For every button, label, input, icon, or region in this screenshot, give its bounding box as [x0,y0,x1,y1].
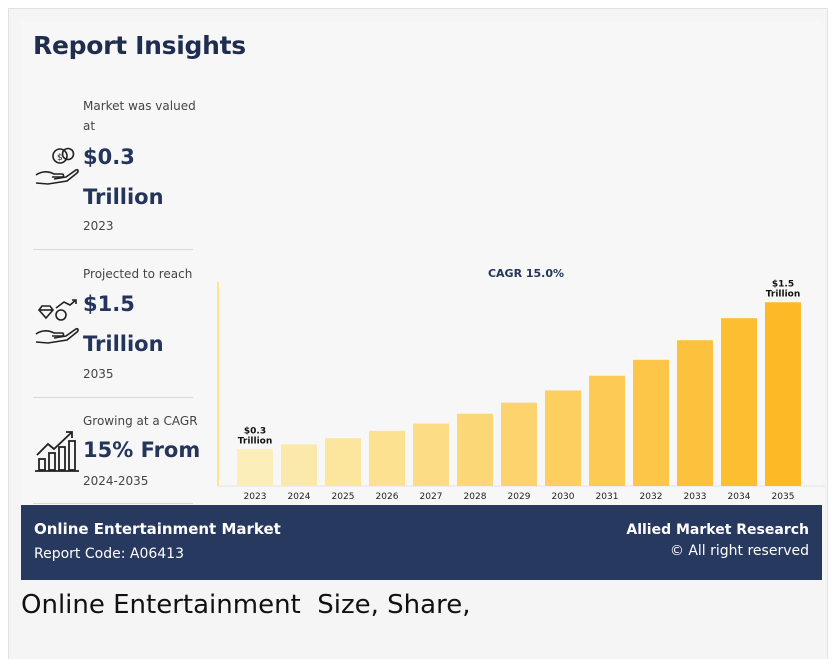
svg-text:$: $ [57,153,63,163]
stat-cagr-period: 2024-2035 [83,474,149,488]
footer-market-name: Online Entertainment Market [34,520,281,538]
insights-card [21,21,822,580]
x-tick-label: 2034 [728,492,751,502]
stat-projected-year: 2035 [83,367,114,381]
stat-cagr-label: Growing at a CAGR [83,414,198,428]
bar-2023 [237,449,273,486]
diamond-growth-hand-icon [35,299,79,344]
x-tick-label: 2029 [508,492,531,502]
footer-rights: © All right reserved [669,543,809,559]
bar-2028 [457,413,493,486]
x-tick-label: 2024 [288,492,311,502]
stat-cagr-value: 15% From [83,438,201,462]
bar-2032 [633,359,669,486]
bar-chart: CAGR 15.0% 2023 2024 2025 2026 2027 2028 2029 2… [217,267,825,502]
bar-2024 [281,444,317,486]
bar-2033 [677,340,713,486]
bar-2026 [369,430,405,486]
footer-report-code: Report Code: A06413 [34,546,184,562]
x-tick-label: 2030 [552,492,575,502]
footer-brand: Allied Market Research [626,522,809,538]
stat-valued-label: Market was valued at [83,99,196,133]
x-tick-label: 2031 [596,492,619,502]
image-caption: Online Entertainment Size, Share, [21,590,471,620]
bar-2029 [501,402,537,486]
x-tick-label: 2026 [376,492,399,502]
x-tick-label: 2032 [640,492,663,502]
footer-bar: Online Entertainment Market Report Code:… [21,505,822,580]
stat-valued-value: $0.3 Trillion [83,145,164,209]
bar-2030 [545,390,581,486]
bar-2035 [765,302,801,486]
chart-title: CAGR 15.0% [488,267,564,280]
bar-2027 [413,423,449,486]
bar-2034 [721,318,757,486]
money-hand-icon: $ [35,147,79,185]
page-title: Report Insights [33,31,246,60]
data-label-first: $0.3 Trillion [238,426,273,446]
divider [33,249,193,250]
bar-2031 [589,375,625,486]
x-tick-label: 2033 [684,492,707,502]
divider [33,397,193,398]
growth-bar-chart-icon [35,431,79,472]
x-tick-label: 2023 [244,492,267,502]
data-label-last: $1.5 Trillion [766,279,801,299]
x-tick-label: 2027 [420,492,443,502]
x-tick-label: 2025 [332,492,355,502]
divider [33,503,193,504]
bar-2025 [325,438,361,486]
stat-projected-label: Projected to reach [83,267,193,281]
stat-valued-year: 2023 [83,219,114,233]
x-tick-label: 2028 [464,492,487,502]
stat-projected-value: $1.5 Trillion [83,292,164,356]
x-tick-label: 2035 [772,492,795,502]
